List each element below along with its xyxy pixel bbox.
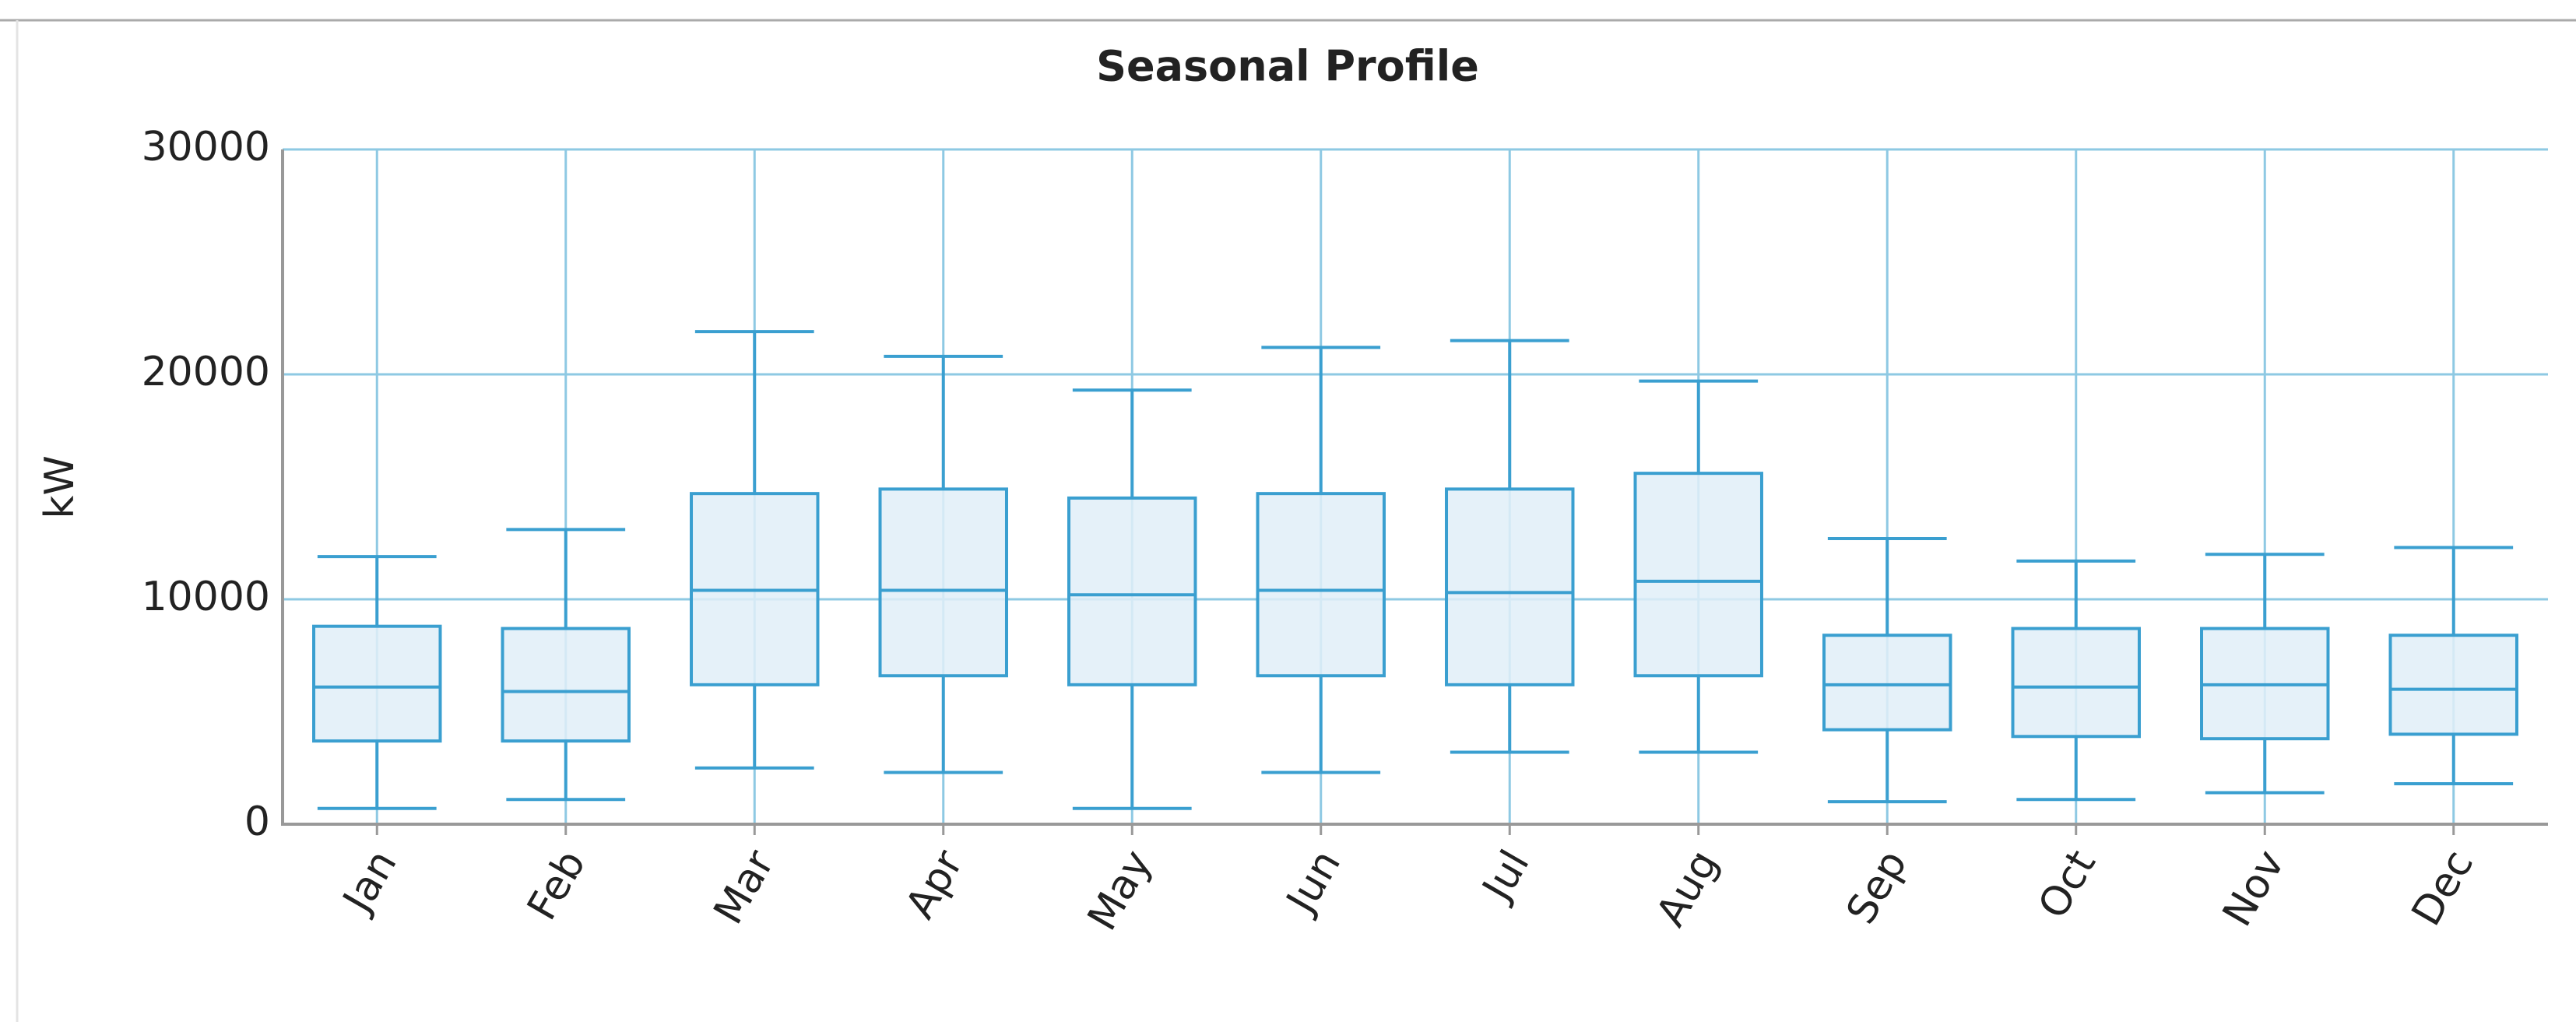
chart-title: Seasonal Profile (1096, 42, 1479, 91)
x-tick-label: Apr (897, 842, 972, 926)
box (312, 624, 442, 743)
y-tick-label: 0 (244, 799, 270, 845)
box (878, 487, 1008, 678)
x-tick-label: May (1079, 843, 1161, 939)
box (1633, 472, 1763, 678)
y-tick-label: 20000 (142, 349, 270, 395)
x-tick-label: Nov (2214, 843, 2294, 935)
x-tick-label: Oct (2030, 843, 2105, 927)
y-tick-label: 30000 (142, 124, 270, 170)
box (1067, 496, 1197, 686)
box (2011, 627, 2141, 739)
x-tick-label: Dec (2403, 843, 2483, 934)
box (1822, 634, 1952, 732)
y-tick-label: 10000 (142, 574, 270, 620)
box (501, 627, 631, 743)
x-tick-label: Feb (518, 843, 595, 928)
box (1445, 487, 1575, 686)
box (1256, 492, 1386, 678)
x-tick-label: Jun (1277, 843, 1350, 923)
x-tick-label: Aug (1647, 843, 1727, 935)
x-tick-label: Sep (1838, 843, 1917, 932)
x-tick-label: Jul (1473, 843, 1539, 911)
x-tick-label: Jan (333, 843, 406, 922)
y-axis-label: kW (37, 455, 83, 519)
x-tick-label: Mar (705, 842, 784, 932)
box (2388, 634, 2518, 736)
